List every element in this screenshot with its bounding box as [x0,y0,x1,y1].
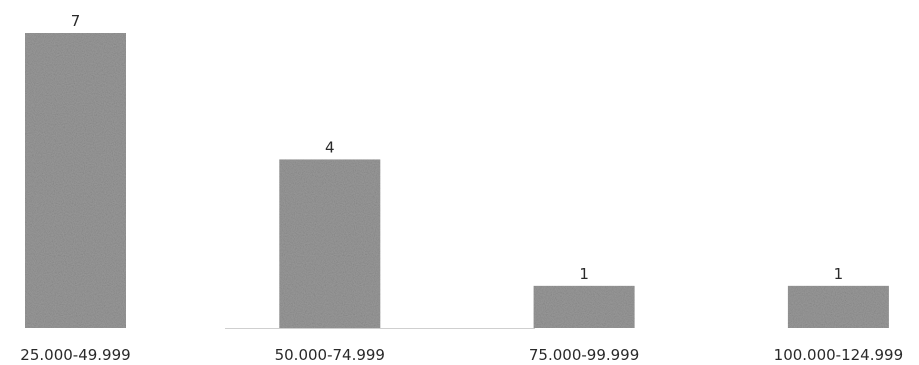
bar-4 [787,285,889,328]
bars-group [25,33,889,328]
bar-value-label-4: 1 [834,265,844,283]
x-tick-label-3: 75.000-99.999 [529,346,639,364]
value-labels-group: 7 4 1 1 [71,12,843,283]
bar-3 [533,285,635,328]
x-tick-label-1: 25.000-49.999 [20,346,130,364]
x-tick-label-2: 50.000-74.999 [275,346,385,364]
x-tick-label-4: 100.000-124.999 [774,346,903,364]
bar-1 [25,33,126,328]
x-tick-labels-group: 25.000-49.999 50.000-74.999 75.000-99.999 1… [20,346,903,364]
bar-value-label-2: 4 [325,138,335,156]
bar-value-label-1: 7 [71,12,81,30]
bar-2 [279,159,381,328]
bar-value-label-3: 1 [579,265,589,283]
